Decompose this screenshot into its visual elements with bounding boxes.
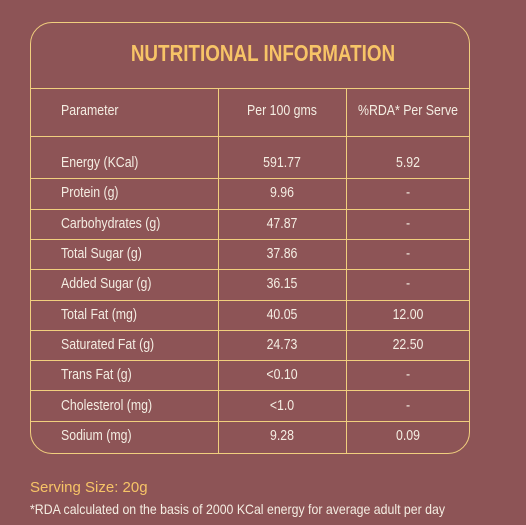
row-divider xyxy=(30,360,470,362)
row-divider xyxy=(30,329,470,331)
row-divider xyxy=(30,136,470,137)
row-divider xyxy=(30,88,470,89)
table-cell: 36.15 xyxy=(266,276,298,293)
table-cell: <1.0 xyxy=(269,397,295,414)
table-cell: Trans Fat (g) xyxy=(61,367,132,384)
table-cell: - xyxy=(405,246,411,263)
table-cell: 9.96 xyxy=(269,185,294,202)
table-cell: 5.92 xyxy=(395,155,420,171)
row-divider xyxy=(30,390,470,392)
table-cell: - xyxy=(405,397,411,414)
table-cell: 22.50 xyxy=(392,336,424,353)
table-cell: Carbohydrates (g) xyxy=(61,215,161,232)
table-cell: Total Fat (mg) xyxy=(61,306,138,323)
table-cell: 591.77 xyxy=(263,155,301,171)
table-cell: Saturated Fat (g) xyxy=(61,336,155,353)
row-divider xyxy=(30,299,470,301)
row-divider xyxy=(30,178,470,180)
row-divider xyxy=(30,238,470,240)
table-cell: 9.28 xyxy=(269,427,294,444)
table-cell: 12.00 xyxy=(392,306,424,323)
serving-size: Serving Size: 20g xyxy=(30,479,148,496)
table-cell: 0.09 xyxy=(395,427,420,444)
table-cell: - xyxy=(405,185,411,202)
table-cell: <0.10 xyxy=(266,367,298,384)
header-cell: Parameter xyxy=(61,103,119,119)
header-cell: %RDA* Per Serve xyxy=(357,103,459,119)
column-divider xyxy=(218,88,219,454)
table-cell: Cholesterol (mg) xyxy=(61,397,153,414)
table-frame xyxy=(30,22,470,454)
footnote: *RDA calculated on the basis of 2000 KCa… xyxy=(30,501,446,517)
table-cell: 47.87 xyxy=(266,215,298,232)
table-cell: Sodium (mg) xyxy=(61,427,132,444)
table-cell: Energy (KCal) xyxy=(61,155,139,171)
row-divider xyxy=(30,208,470,210)
table-cell: - xyxy=(405,367,411,384)
table-cell: Total Sugar (g) xyxy=(61,246,142,263)
title: NUTRITIONAL INFORMATION xyxy=(130,40,396,66)
row-divider xyxy=(30,269,470,271)
table-cell: 37.86 xyxy=(266,246,298,263)
header-cell: Per 100 gms xyxy=(247,103,317,119)
table-cell: 24.73 xyxy=(266,336,298,353)
row-divider xyxy=(30,420,470,422)
column-divider xyxy=(346,88,347,454)
table-cell: Added Sugar (g) xyxy=(61,276,152,293)
table-cell: 40.05 xyxy=(266,306,298,323)
table-cell: Protein (g) xyxy=(61,185,119,202)
table-cell: - xyxy=(405,276,411,293)
table-cell: - xyxy=(405,215,411,232)
